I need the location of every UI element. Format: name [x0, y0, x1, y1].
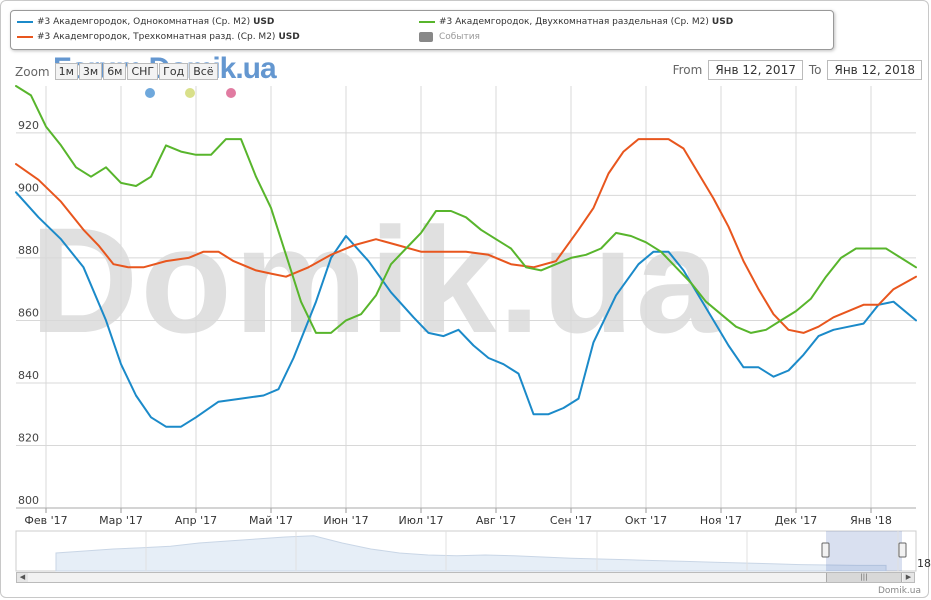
- legend-swatch: [419, 21, 435, 23]
- zoom-button-year[interactable]: Год: [159, 63, 189, 80]
- x-tick-label: Июн '17: [323, 514, 368, 527]
- series-line-1[interactable]: [15, 191, 917, 428]
- series-dot-yellow[interactable]: [185, 88, 195, 98]
- legend-item-2room[interactable]: #3 Академгородок, Двухкомнатная раздельн…: [419, 17, 733, 27]
- to-label: To: [808, 63, 822, 77]
- legend-label: #3 Академгородок, Однокомнатная (Ср. М2): [37, 17, 251, 27]
- legend-label: #3 Академгородок, Трехкомнатная разд. (С…: [37, 32, 276, 42]
- navigator-scrollbar[interactable]: ◀ ||| ▶: [16, 572, 915, 583]
- to-date-input[interactable]: Янв 12, 2018: [827, 60, 922, 80]
- legend-unit: USD: [278, 32, 300, 42]
- series-dots: [0, 88, 931, 100]
- series-dot-blue[interactable]: [145, 88, 155, 98]
- x-tick-label: Июл '17: [398, 514, 443, 527]
- x-tick-label: Апр '17: [175, 514, 217, 527]
- series-line-3[interactable]: [15, 85, 917, 334]
- date-range-selector: From Янв 12, 2017 To Янв 12, 2018: [667, 60, 922, 80]
- legend-unit: USD: [253, 17, 275, 27]
- legend-label: События: [439, 32, 480, 42]
- x-tick-label: Фев '17: [24, 514, 67, 527]
- zoom-button-3m[interactable]: 3м: [78, 63, 103, 80]
- series-dot-pink[interactable]: [226, 88, 236, 98]
- from-label: From: [672, 63, 703, 77]
- x-tick-label: Дек '17: [775, 514, 818, 527]
- chart-legend: #3 Академгородок, Однокомнатная (Ср. М2)…: [10, 10, 834, 50]
- credit-link[interactable]: Domik.ua: [878, 586, 921, 596]
- zoom-button-6m[interactable]: 6м: [103, 63, 127, 80]
- navigator-handle-left[interactable]: [821, 542, 830, 558]
- legend-item-1room[interactable]: #3 Академгородок, Однокомнатная (Ср. М2)…: [17, 17, 274, 27]
- legend-item-events[interactable]: События: [419, 32, 480, 42]
- y-tick-label: 920: [18, 119, 39, 132]
- x-tick-label: Сен '17: [550, 514, 592, 527]
- scroll-right-arrow-icon[interactable]: ▶: [903, 573, 914, 582]
- x-tick-label: Мар '17: [99, 514, 143, 527]
- navigator-selection: [826, 531, 902, 571]
- zoom-selector: Zoom 1м 3м 6м СНГ Год Всё: [15, 63, 218, 80]
- y-tick-label: 800: [18, 494, 39, 507]
- zoom-button-all[interactable]: Всё: [189, 63, 218, 80]
- scrollbar-thumb[interactable]: |||: [826, 573, 902, 582]
- zoom-button-1m[interactable]: 1м: [54, 63, 78, 80]
- y-tick-label: 880: [18, 244, 39, 257]
- zoom-label: Zoom: [15, 64, 50, 79]
- x-tick-label: Окт '17: [625, 514, 667, 527]
- scroll-left-arrow-icon[interactable]: ◀: [17, 573, 28, 582]
- events-box-icon: [419, 32, 433, 42]
- navigator-handle-right[interactable]: [898, 542, 907, 558]
- series-line-2[interactable]: [15, 138, 917, 334]
- from-date-input[interactable]: Янв 12, 2017: [708, 60, 803, 80]
- y-tick-label: 820: [18, 431, 39, 444]
- navigator-area: [55, 535, 887, 572]
- zoom-button-ytd[interactable]: СНГ: [127, 63, 159, 80]
- y-tick-label: 860: [18, 306, 39, 319]
- legend-label: #3 Академгородок, Двухкомнатная раздельн…: [439, 17, 709, 27]
- legend-item-3room[interactable]: #3 Академгородок, Трехкомнатная разд. (С…: [17, 32, 300, 42]
- x-tick-label: Авг '17: [476, 514, 516, 527]
- x-tick-label: Янв '18: [850, 514, 892, 527]
- legend-unit: USD: [711, 17, 734, 27]
- y-tick-label: 900: [18, 181, 39, 194]
- y-tick-label: 840: [18, 369, 39, 382]
- legend-swatch: [17, 36, 33, 38]
- x-tick-label: Май '17: [249, 514, 293, 527]
- x-tick-label: Ноя '17: [700, 514, 742, 527]
- legend-swatch: [17, 21, 33, 23]
